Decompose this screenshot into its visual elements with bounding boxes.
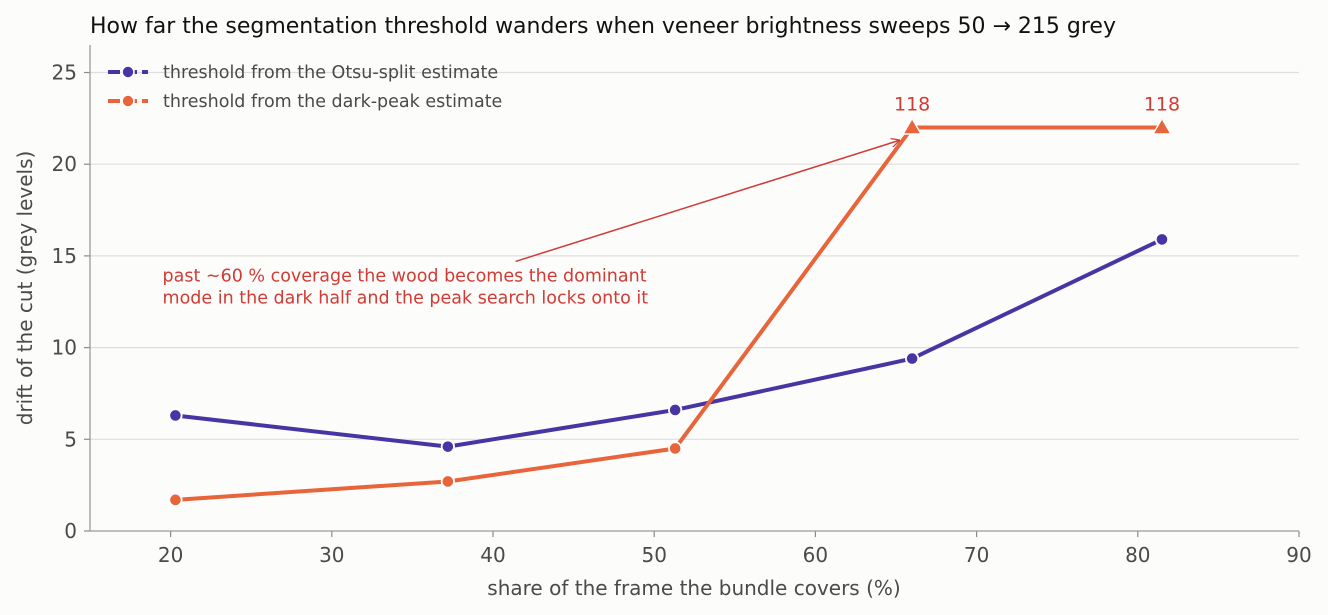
x-tick-label: 50 (641, 543, 666, 567)
data-label: 118 (1144, 94, 1180, 116)
y-tick-label: 10 (52, 336, 77, 360)
y-tick-label: 0 (64, 519, 77, 543)
legend-swatch-marker (121, 65, 135, 79)
y-tick-label: 5 (64, 427, 77, 451)
x-tick-label: 60 (803, 543, 828, 567)
data-point (440, 474, 455, 489)
series-layer: 118 118 (168, 94, 1180, 507)
x-tick-label: 80 (1125, 543, 1150, 567)
data-point (668, 402, 683, 418)
y-tick-label: 20 (52, 152, 77, 176)
annotation-arrow (515, 140, 900, 263)
legend-swatch-marker (121, 94, 135, 108)
x-axis-label: share of the frame the bundle covers (%) (487, 576, 900, 600)
annotation-line: mode in the dark half and the peak searc… (163, 289, 649, 309)
grid-lines (90, 71, 1299, 440)
chart-title: How far the segmentation threshold wande… (90, 14, 1116, 39)
data-point (1154, 232, 1170, 247)
data-point (668, 441, 683, 456)
annotation-line: past ~60 % coverage the wood becomes the… (163, 267, 647, 287)
data-point (440, 439, 455, 454)
y-axis-label: drift of the cut (grey levels) (13, 151, 37, 426)
legend-label: threshold from the dark-peak estimate (163, 92, 502, 112)
y-tick-label: 15 (52, 244, 77, 268)
x-tick-label: 70 (964, 543, 989, 567)
series-2: 118 118 (168, 94, 1180, 507)
data-point-triangle (1151, 117, 1173, 135)
annotation: past ~60 % coverage the wood becomes the… (163, 140, 900, 309)
x-tick-label: 30 (319, 543, 344, 567)
annotation-text: past ~60 % coverage the wood becomes the… (163, 267, 649, 309)
data-point-triangle (901, 117, 923, 135)
data-label: 118 (894, 94, 930, 116)
y-tick-label: 25 (52, 61, 77, 85)
series-1 (168, 232, 1170, 454)
axes: 0 5 10 15 20 25 20 30 40 50 60 70 80 90 (52, 45, 1312, 567)
x-tick-label: 40 (480, 543, 505, 567)
x-tick-label: 20 (158, 543, 183, 567)
series-line (173, 125, 1164, 502)
x-tick-label: 90 (1286, 543, 1311, 567)
data-point (168, 492, 183, 507)
legend: threshold from the Otsu-split estimate th… (108, 63, 502, 112)
data-point (168, 408, 183, 423)
data-point (905, 351, 920, 366)
legend-label: threshold from the Otsu-split estimate (163, 63, 498, 83)
